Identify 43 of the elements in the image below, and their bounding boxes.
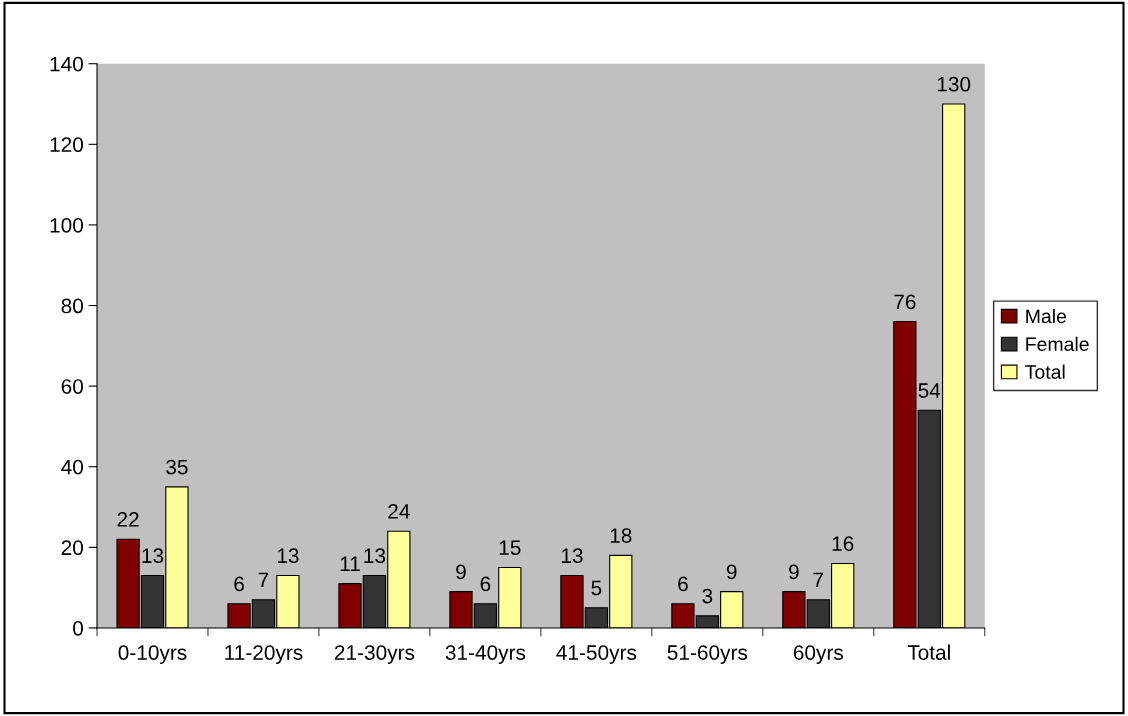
data-label: 35	[166, 459, 188, 475]
data-label: 6	[234, 576, 244, 592]
y-tick-label: 140	[50, 56, 83, 72]
data-label: 9	[456, 564, 466, 580]
y-tick-label: 120	[50, 137, 83, 153]
y-tick-label: 0	[73, 620, 83, 636]
data-label: 130	[937, 76, 971, 92]
x-tick-label: 51-60yrs	[667, 645, 748, 665]
y-tick-label: 20	[61, 540, 83, 556]
data-label: 24	[388, 504, 410, 519]
data-label: 54	[918, 383, 941, 398]
data-label: 76	[894, 294, 916, 310]
data-label: 16	[832, 536, 854, 551]
data-label: 13	[142, 548, 164, 564]
data-label: 6	[678, 576, 688, 592]
data-label: 13	[561, 548, 583, 564]
legend-label: Female	[1026, 336, 1089, 352]
data-label: 7	[813, 572, 824, 588]
x-tick-label: 11-20yrs	[225, 645, 303, 665]
data-label: 3	[702, 588, 713, 604]
data-label: 22	[117, 512, 139, 527]
y-tick-label: 40	[61, 459, 83, 475]
data-label: 9	[789, 564, 799, 580]
legend-label: Male	[1026, 308, 1067, 324]
x-tick-label: 21-30yrs	[334, 645, 415, 665]
x-tick-label: Total	[907, 644, 950, 660]
data-label: 13	[277, 548, 299, 564]
data-label: 9	[726, 564, 737, 580]
legend-label: Total	[1025, 364, 1065, 379]
x-tick-label: 31-40yrs	[445, 645, 526, 665]
data-label: 18	[610, 528, 632, 543]
x-tick-label: 0-10yrs	[118, 645, 187, 665]
x-tick-label: 41-50yrs	[556, 645, 637, 665]
data-label: 15	[499, 540, 521, 556]
x-tick-label: 60yrs	[793, 645, 844, 665]
data-label: 13	[364, 548, 386, 564]
y-tick-label: 100	[50, 217, 83, 233]
data-label: 11	[340, 556, 360, 571]
data-label: 6	[480, 576, 491, 592]
data-label: 7	[258, 572, 269, 588]
y-tick-label: 60	[61, 379, 83, 394]
y-tick-label: 80	[61, 298, 83, 314]
data-label: 5	[591, 580, 602, 596]
